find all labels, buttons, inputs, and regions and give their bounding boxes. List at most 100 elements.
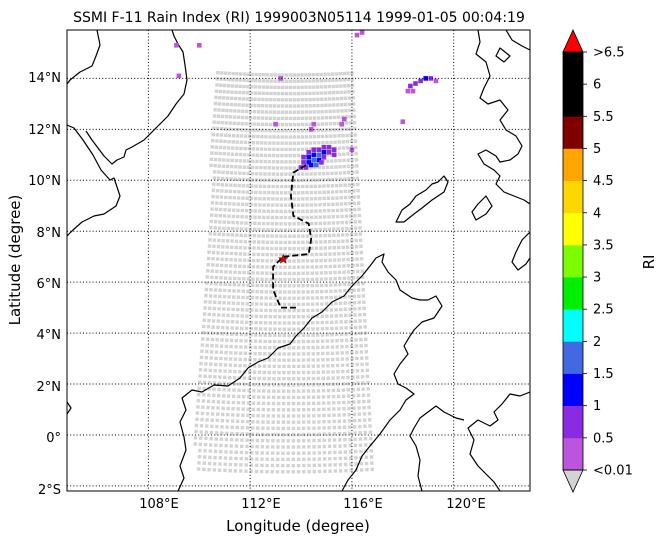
swath-dot — [341, 245, 345, 250]
swath-dot — [211, 331, 215, 335]
swath-dot — [214, 275, 219, 280]
swath-dot — [342, 264, 346, 268]
swath-dot — [333, 463, 337, 467]
swath-dot — [219, 443, 223, 448]
swath-dot — [321, 370, 325, 374]
swath-dot — [292, 302, 296, 307]
swath-dot — [296, 470, 301, 474]
swath-dot — [343, 177, 347, 181]
swath-dot — [239, 463, 243, 467]
swath-dot — [246, 72, 251, 76]
swath-dot — [272, 129, 276, 133]
swath-dot — [341, 369, 345, 374]
swath-dot — [259, 296, 264, 300]
swath-dot — [205, 412, 210, 416]
swath-dot — [325, 308, 329, 312]
swath-dot — [349, 338, 354, 342]
y-tick-label: 14°N — [28, 71, 61, 86]
swath-dot — [329, 289, 333, 293]
swath-dot — [211, 319, 216, 323]
swath-dot — [330, 177, 334, 182]
swath-dot — [291, 439, 296, 443]
swath-dot — [283, 222, 288, 226]
swath-dot — [251, 265, 256, 269]
swath-dot — [304, 116, 308, 120]
swath-dot — [300, 104, 304, 108]
swath-dot — [220, 183, 224, 187]
swath-dot — [315, 72, 320, 77]
swath-dot — [228, 369, 232, 374]
swath-dot — [292, 141, 296, 145]
swath-dot — [348, 443, 352, 448]
swath-dot — [305, 190, 309, 195]
swath-dot — [247, 140, 252, 145]
swath-dot — [263, 153, 268, 158]
swath-dot — [229, 444, 233, 448]
swath-dot — [241, 109, 245, 113]
swath-dot — [283, 240, 287, 245]
swath-dot — [286, 457, 290, 462]
swath-dot — [266, 408, 271, 412]
swath-dot — [335, 345, 339, 349]
swath-dot — [278, 308, 282, 313]
swath-dot — [310, 240, 314, 244]
swath-dot — [264, 283, 269, 288]
swath-dot — [325, 314, 329, 318]
swath-dot — [241, 190, 245, 194]
colorbar-frame — [562, 51, 584, 471]
swath-dot — [221, 400, 226, 404]
swath-dot — [349, 326, 353, 330]
swath-dot — [199, 436, 203, 440]
swath-dot — [261, 228, 266, 232]
swath-dot — [288, 166, 292, 170]
swath-dot — [338, 171, 343, 175]
swath-dot — [239, 469, 243, 473]
swath-dot — [267, 377, 271, 381]
swath-dot — [291, 470, 295, 474]
swath-dot — [235, 72, 239, 76]
swath-dot — [253, 97, 257, 101]
swath-dot — [276, 432, 280, 437]
swath-dot — [325, 320, 329, 325]
swath-dot — [222, 145, 227, 150]
swath-dot — [255, 153, 259, 157]
swath-dot — [296, 265, 301, 269]
swath-dot — [324, 295, 329, 300]
swath-dot — [264, 122, 268, 127]
swath-dot — [291, 408, 296, 412]
swath-dot — [273, 73, 277, 77]
swath-dot — [312, 463, 316, 468]
swath-dot — [238, 370, 242, 374]
swath-dot — [345, 139, 349, 144]
swath-dot — [203, 455, 207, 459]
swath-dot — [277, 91, 281, 96]
swath-dot — [215, 257, 220, 261]
swath-dot — [237, 177, 242, 182]
swath-dot — [268, 141, 272, 145]
swath-dot — [352, 400, 356, 404]
swath-dot — [358, 313, 362, 317]
swath-dot — [301, 284, 305, 288]
swath-dot — [287, 333, 291, 338]
swath-dot — [207, 393, 211, 397]
swath-dot — [224, 450, 228, 454]
swath-dot — [343, 301, 347, 305]
swath-dot — [332, 413, 336, 417]
swath-dot — [236, 214, 240, 219]
swath-dot — [358, 325, 362, 329]
swath-dot — [344, 462, 348, 467]
swath-dot — [312, 438, 316, 443]
swath-dot — [253, 203, 258, 207]
swath-dot — [219, 195, 224, 199]
swath-dot — [249, 339, 253, 343]
colorbar-tick-label: 5.5 — [593, 110, 614, 125]
swath-dot — [300, 91, 304, 96]
swath-dot — [281, 439, 285, 443]
swath-dot — [234, 239, 239, 243]
swath-dot — [219, 276, 223, 280]
swath-dot — [353, 431, 357, 435]
swath-dot — [232, 388, 236, 392]
swath-dot — [254, 333, 258, 337]
swath-dot — [318, 184, 322, 188]
swath-dot — [272, 116, 277, 120]
